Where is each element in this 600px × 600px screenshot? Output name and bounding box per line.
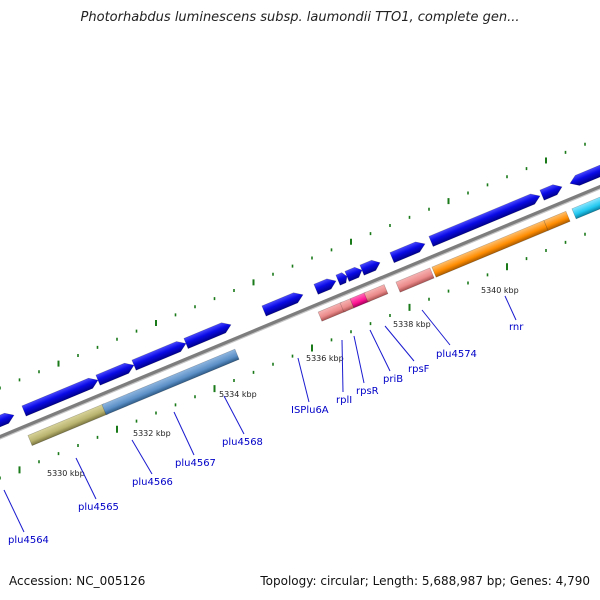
cds-arrow (183, 322, 232, 349)
feature-track (0, 161, 600, 446)
cds-arrow (0, 412, 15, 431)
magenta-feature (349, 291, 371, 309)
genome-backbone (0, 184, 600, 440)
salmon-feature-shape (395, 267, 435, 293)
gene-callout-line (341, 339, 344, 393)
cds-arrow-shape (569, 161, 600, 186)
gene-callout-line (297, 357, 310, 403)
gene-callout-line (3, 489, 25, 533)
kbp-label: 5336 kbp (306, 354, 344, 363)
cds-arrow (344, 266, 363, 282)
cds-arrow (428, 193, 541, 247)
cyan-feature (571, 193, 600, 220)
gene-label: rplI (336, 395, 352, 406)
cds-arrow-shape (359, 259, 381, 276)
gene-callout-line (131, 439, 153, 475)
backbone-highlight (0, 188, 600, 440)
cds-arrow (131, 341, 187, 371)
accession-text: Accession: NC_005126 (9, 574, 146, 588)
salmon-feature-shape (363, 284, 389, 303)
gene-label: plu4568 (222, 437, 263, 448)
cds-arrow-shape (539, 184, 563, 201)
gene-label: ISPlu6A (291, 405, 329, 416)
gene-callouts: 5330 kbp 5332 kbp 5334 kbp 5336 kbp 5338 kbp… (3, 286, 524, 546)
kbp-label: 5340 kbp (481, 286, 519, 295)
kbp-label: 5334 kbp (219, 390, 257, 399)
gene-label: rpsF (408, 364, 430, 375)
cds-arrow (539, 184, 563, 201)
gene-callout-line (223, 395, 245, 435)
gene-callout-line (173, 411, 195, 456)
gene-label: rnr (509, 322, 524, 333)
cds-arrow (569, 161, 600, 186)
cds-arrow-shape (335, 272, 348, 286)
cds-arrow-shape (21, 377, 99, 417)
salmon-feature (363, 284, 389, 303)
gene-label: plu4567 (175, 458, 216, 469)
gene-callout-line (504, 295, 517, 321)
gene-label: plu4564 (8, 535, 49, 546)
kbp-label: 5330 kbp (47, 469, 85, 478)
cyan-feature-shape (571, 193, 600, 220)
salmon-feature-shape (317, 301, 347, 322)
cds-arrow-shape (389, 241, 426, 264)
cds-arrow-shape (131, 341, 187, 371)
cds-arrow (359, 259, 381, 276)
genome-summary: Topology: circular; Length: 5,688,987 bp… (260, 574, 590, 588)
gene-label: priB (383, 374, 403, 385)
steel-feature (101, 348, 240, 416)
gene-callout-line (421, 309, 451, 346)
cds-arrow (389, 241, 426, 264)
gene-label: rpsR (356, 386, 379, 397)
salmon-feature (395, 267, 435, 293)
gene-label: plu4565 (78, 502, 119, 513)
scale-ticks (0, 142, 586, 480)
cds-arrow (261, 292, 304, 317)
gene-label: plu4574 (436, 349, 477, 360)
magenta-feature-shape (349, 291, 371, 309)
gene-callout-line (384, 325, 415, 362)
orange-feature (543, 210, 571, 231)
cds-arrow-shape (344, 266, 363, 282)
gene-callout-line (353, 335, 365, 384)
backbone-line (0, 184, 600, 440)
cds-arrow (313, 278, 337, 295)
cds-arrow-shape (261, 292, 304, 317)
salmon-feature (317, 301, 347, 322)
kbp-label: 5332 kbp (133, 429, 171, 438)
cds-arrow-shape (428, 193, 541, 247)
cds-arrow-shape (183, 322, 232, 349)
map-title: Photorhabdus luminescens subsp. laumondi… (80, 10, 520, 25)
cds-arrow-shape (0, 412, 15, 431)
gene-callout-line (369, 329, 391, 372)
steel-feature-shape (101, 348, 240, 416)
gene-label: plu4566 (132, 477, 173, 488)
cds-arrow (95, 362, 135, 386)
kbp-label: 5338 kbp (393, 320, 431, 329)
cds-arrow (335, 272, 348, 286)
gene-callout-line (75, 457, 97, 500)
cds-arrow-shape (95, 362, 135, 386)
cds-arrow (21, 377, 99, 417)
orange-feature-shape (543, 210, 571, 231)
cds-arrow-shape (313, 278, 337, 295)
